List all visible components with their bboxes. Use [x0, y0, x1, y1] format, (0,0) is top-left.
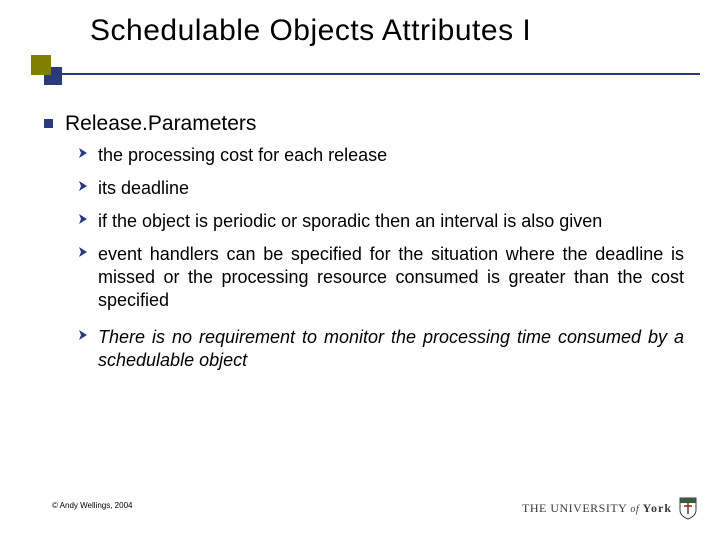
arrow-bullet-icon: [78, 213, 92, 225]
university-prefix: THE UNIVERSITY: [522, 501, 627, 515]
level1-item: Release.Parameters: [44, 112, 684, 136]
arrow-bullet-icon: [78, 329, 92, 341]
university-name: York: [643, 501, 672, 515]
level2-item: the processing cost for each release: [78, 144, 684, 167]
slide-title: Schedulable Objects Attributes I: [90, 14, 720, 48]
level2-list: the processing cost for each release its…: [78, 144, 684, 372]
arrow-bullet-icon: [78, 180, 92, 192]
arrow-bullet-icon: [78, 246, 92, 258]
level2-text: event handlers can be specified for the …: [98, 243, 684, 312]
content-area: Release.Parameters the processing cost f…: [44, 112, 684, 382]
level1-text: Release.Parameters: [65, 112, 256, 136]
university-of: of: [630, 504, 639, 515]
level2-text: its deadline: [98, 177, 189, 200]
level2-text: There is no requirement to monitor the p…: [98, 326, 684, 372]
arrow-bullet-icon: [78, 147, 92, 159]
level2-item: if the object is periodic or sporadic th…: [78, 210, 684, 233]
university-logo: THE UNIVERSITY of York: [522, 496, 698, 520]
level2-item: event handlers can be specified for the …: [78, 243, 684, 312]
deco-square-olive: [31, 55, 51, 75]
title-decoration: [0, 55, 720, 85]
square-bullet-icon: [44, 119, 53, 128]
university-text: THE UNIVERSITY of York: [522, 501, 672, 516]
slide: Schedulable Objects Attributes I Release…: [0, 0, 720, 540]
deco-underline: [52, 73, 700, 75]
shield-icon: [678, 496, 698, 520]
level2-text: the processing cost for each release: [98, 144, 387, 167]
copyright-text: © Andy Wellings, 2004: [52, 501, 132, 510]
level2-item: There is no requirement to monitor the p…: [78, 326, 684, 372]
level2-text: if the object is periodic or sporadic th…: [98, 210, 602, 233]
level2-item: its deadline: [78, 177, 684, 200]
